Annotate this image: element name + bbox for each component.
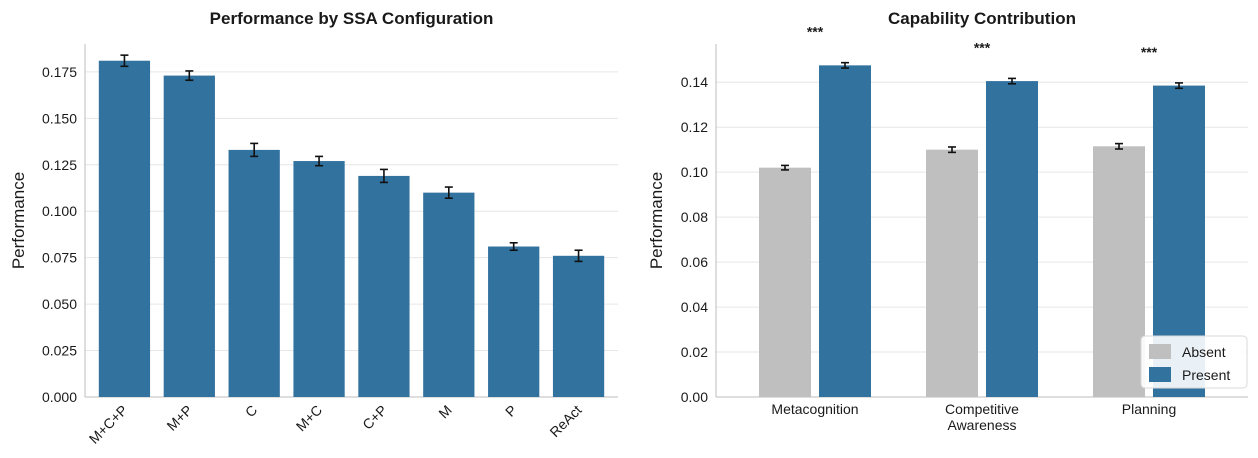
ssa-error-bar — [250, 142, 259, 158]
ssa-x-tick-label: M — [435, 402, 455, 422]
ssa-bar-m-c — [293, 161, 345, 397]
capability-y-tick-label: 0.14 — [681, 74, 708, 90]
ssa-y-tick-label: 0.075 — [42, 250, 77, 266]
capability-y-axis-label: Performance — [647, 172, 666, 269]
ssa-y-tick-label: 0.025 — [42, 343, 77, 359]
ssa-bar-m — [423, 192, 475, 397]
capability-bar-absent — [759, 167, 811, 397]
ssa-error-bar — [315, 155, 324, 167]
capability-bar-absent — [926, 149, 978, 397]
capability-x-tick-line: Planning — [1122, 401, 1177, 417]
ssa-y-tick-label: 0.000 — [42, 389, 77, 405]
ssa-bar-c — [228, 149, 280, 397]
capability-y-tick-label: 0.06 — [681, 254, 708, 270]
ssa-bar-m-p — [163, 75, 215, 397]
capability-y-tick-label: 0.04 — [681, 299, 708, 315]
capability-y-tick-label: 0.02 — [681, 344, 708, 360]
ssa-bar-react — [552, 255, 605, 397]
capability-error-bar — [948, 146, 956, 154]
legend-swatch-absent — [1149, 344, 1171, 359]
significance-marker: *** — [1141, 44, 1158, 60]
capability-y-tick-label: 0.12 — [681, 119, 708, 135]
ssa-error-bar — [574, 249, 583, 263]
ssa-bar-p — [488, 246, 540, 397]
capability-y-tick-label: 0.08 — [681, 209, 708, 225]
capability-x-tick-label: Metacognition — [771, 401, 858, 417]
ssa-configuration-chart: 0.000 0.025 0.050 0.075 0.100 0.125 0.150 0.175… — [9, 9, 618, 447]
ssa-bar-c-p — [358, 175, 410, 397]
capability-x-tick-label: Competitive Awareness — [945, 401, 1019, 433]
ssa-chart-title: Performance by SSA Configuration — [210, 9, 494, 28]
ssa-x-tick-label: P — [502, 402, 520, 420]
capability-y-tick-label: 0.00 — [681, 389, 708, 405]
ssa-x-tick-label: M+P — [163, 402, 195, 434]
legend-swatch-present — [1149, 367, 1171, 382]
ssa-y-tick-label: 0.125 — [42, 157, 77, 173]
ssa-error-bar — [444, 186, 453, 200]
legend-label-absent: Absent — [1182, 344, 1226, 360]
capability-error-bar — [1115, 142, 1123, 150]
ssa-y-axis-label: Performance — [9, 172, 28, 269]
ssa-y-tick-label: 0.100 — [42, 203, 77, 219]
ssa-x-tick-label: C+P — [359, 402, 390, 433]
significance-marker: *** — [974, 39, 991, 55]
capability-x-tick-line: Awareness — [947, 417, 1016, 433]
capability-error-bar — [1008, 77, 1016, 85]
capability-error-bar — [781, 164, 789, 171]
ssa-x-tick-label: M+C — [293, 402, 325, 434]
ssa-bar-m-c-p — [98, 60, 151, 397]
ssa-x-tick-label: M+C+P — [86, 402, 131, 447]
ssa-y-tick-label: 0.150 — [42, 110, 77, 126]
capability-chart-title: Capability Contribution — [888, 9, 1076, 28]
capability-x-tick-label: Planning — [1122, 401, 1177, 417]
ssa-error-bar — [120, 54, 129, 68]
capability-bar-present — [819, 65, 871, 398]
significance-marker: *** — [807, 24, 824, 40]
capability-error-bar — [1175, 82, 1183, 90]
ssa-x-tick-label: ReAct — [546, 402, 584, 440]
ssa-error-bar — [509, 241, 518, 252]
ssa-error-bar — [379, 168, 388, 184]
ssa-y-tick-label: 0.050 — [42, 296, 77, 312]
legend-label-present: Present — [1182, 367, 1230, 383]
capability-bar-present — [986, 81, 1038, 397]
ssa-error-bar — [185, 70, 194, 82]
ssa-y-tick-label: 0.175 — [42, 64, 77, 80]
capability-x-tick-line: Competitive — [945, 401, 1019, 417]
capability-contribution-chart: 0.00 0.02 0.04 0.06 0.08 0.10 0.12 0.14 *** Metac… — [647, 9, 1248, 433]
capability-legend: Absent Present — [1140, 335, 1248, 389]
capability-error-bar — [841, 61, 849, 69]
ssa-x-tick-label: C — [242, 402, 260, 420]
capability-y-tick-label: 0.10 — [681, 164, 708, 180]
capability-x-tick-line: Metacognition — [771, 401, 858, 417]
capability-bar-absent — [1093, 146, 1145, 397]
